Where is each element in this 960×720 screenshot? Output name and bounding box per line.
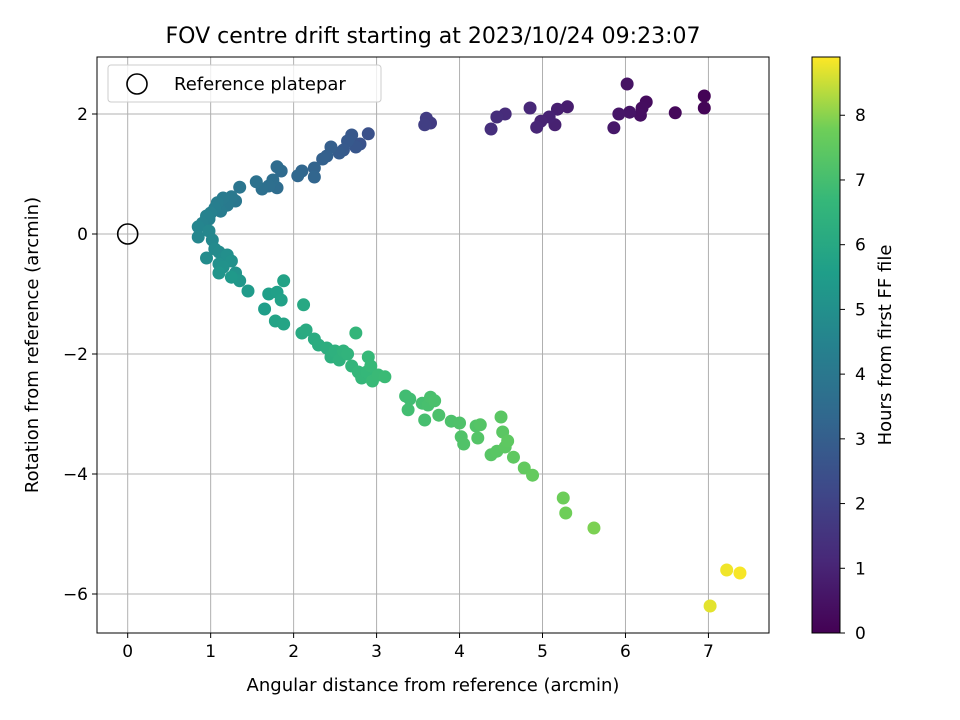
y-tick-label: −2 — [63, 345, 88, 365]
data-point — [453, 416, 467, 430]
data-point — [401, 403, 415, 417]
data-point — [607, 121, 621, 135]
data-point — [316, 152, 330, 166]
data-point — [418, 413, 432, 427]
y-tick-label: −4 — [63, 465, 88, 485]
scatter-points — [116, 77, 747, 613]
data-point — [418, 118, 432, 132]
x-tick-label: 6 — [620, 642, 631, 662]
data-point — [457, 437, 471, 451]
data-point — [703, 599, 717, 613]
data-point — [506, 450, 520, 464]
data-point — [587, 521, 601, 535]
colorbar-ticks: 0 1 2 3 4 5 6 7 8 — [840, 106, 866, 644]
reference-point-marker — [116, 223, 139, 245]
legend-box — [107, 64, 382, 103]
data-point — [274, 293, 288, 307]
data-point — [349, 326, 363, 340]
data-point — [623, 105, 637, 119]
data-point — [191, 220, 205, 234]
data-point — [633, 108, 647, 122]
gridlines — [97, 57, 769, 633]
data-point — [297, 298, 311, 312]
x-axis-label: Angular distance from reference (arcmin) — [247, 675, 620, 696]
data-point — [364, 359, 378, 373]
data-point — [341, 347, 355, 361]
data-point — [403, 392, 417, 406]
data-point — [471, 431, 485, 445]
colorbar-gradient — [811, 56, 841, 634]
x-tick-label: 7 — [703, 642, 714, 662]
data-point — [361, 127, 375, 141]
data-point — [697, 89, 711, 103]
colorbar: 0 1 2 3 4 5 6 7 8 Hours from first FF file — [811, 56, 896, 644]
x-tick-label: 2 — [288, 642, 299, 662]
data-point — [307, 161, 321, 175]
data-point — [299, 323, 313, 337]
y-tick-label: 2 — [77, 105, 88, 125]
x-tick-label: 3 — [371, 642, 382, 662]
data-point — [620, 77, 634, 91]
colorbar-label: Hours from first FF file — [875, 245, 896, 446]
colorbar-tick-label: 6 — [855, 236, 866, 256]
data-point — [200, 251, 214, 265]
colorbar-tick-label: 5 — [855, 300, 866, 320]
data-point — [241, 284, 255, 298]
colorbar-tick-label: 1 — [855, 559, 866, 579]
colorbar-tick-label: 2 — [855, 495, 866, 515]
data-point — [291, 169, 305, 183]
data-point — [191, 230, 205, 244]
data-point — [697, 101, 711, 115]
x-tick-label: 1 — [205, 642, 216, 662]
data-point — [270, 160, 284, 174]
data-point — [560, 100, 574, 114]
y-tick-label: −6 — [63, 585, 88, 605]
colorbar-tick-label: 4 — [855, 365, 866, 385]
data-point — [432, 408, 446, 422]
data-point — [378, 370, 392, 384]
colorbar-tick-label: 3 — [855, 430, 866, 450]
data-point — [550, 102, 564, 116]
data-point — [277, 274, 291, 288]
legend-label: Reference platepar — [174, 74, 346, 95]
plot-frame — [96, 56, 770, 634]
colorbar-tick-label: 7 — [855, 171, 866, 191]
data-point — [224, 270, 238, 284]
data-point — [307, 170, 321, 184]
data-point — [233, 180, 247, 194]
data-point — [212, 266, 226, 280]
data-point — [249, 175, 263, 189]
x-tick-label: 4 — [454, 642, 465, 662]
data-point — [733, 566, 747, 580]
data-point — [473, 418, 487, 432]
data-point — [258, 302, 272, 316]
y-axis-label: Rotation from reference (arcmin) — [22, 197, 43, 493]
x-tick-label: 5 — [537, 642, 548, 662]
legend-reference-marker — [126, 73, 148, 95]
data-point — [501, 434, 515, 448]
data-point — [559, 506, 573, 520]
data-point — [530, 120, 544, 134]
data-point — [428, 394, 442, 408]
data-point — [484, 122, 498, 136]
data-point — [494, 410, 508, 424]
colorbar-tick-label: 8 — [855, 106, 866, 126]
x-tick-label: 0 — [122, 642, 133, 662]
data-point — [612, 107, 626, 121]
colorbar-tick-label: 0 — [855, 624, 866, 644]
data-point — [490, 110, 504, 124]
legend: Reference platepar — [107, 64, 382, 103]
data-point — [668, 106, 682, 120]
axes: 0 1 2 3 4 5 6 7 −6 −4 −2 0 2 — [63, 56, 770, 662]
data-point — [523, 101, 537, 115]
y-tick-label: 0 — [77, 225, 88, 245]
data-point — [556, 491, 570, 505]
data-point — [720, 563, 734, 577]
chart-title: FOV centre drift starting at 2023/10/24 … — [166, 24, 701, 49]
data-point — [526, 468, 540, 482]
data-point — [277, 317, 291, 331]
